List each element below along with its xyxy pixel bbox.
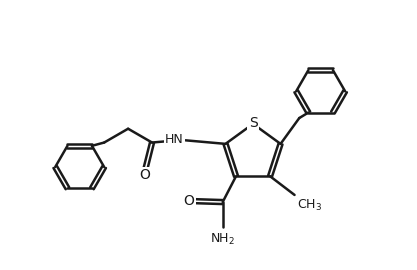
Text: O: O [139,168,150,183]
Text: O: O [183,194,194,208]
Text: NH$_2$: NH$_2$ [210,232,235,247]
Text: CH$_3$: CH$_3$ [297,198,322,213]
Text: HN: HN [165,133,183,146]
Text: S: S [249,116,257,130]
